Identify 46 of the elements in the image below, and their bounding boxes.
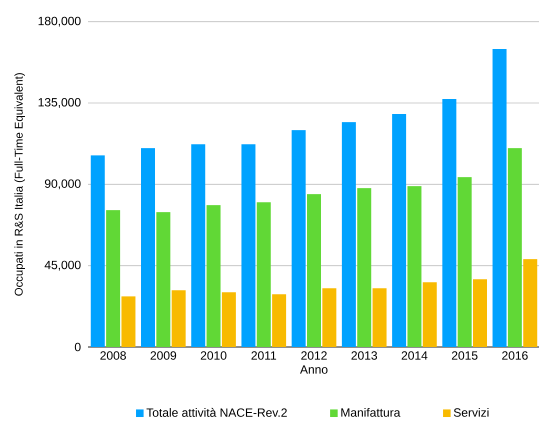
y-tick-label: 180,000 — [38, 16, 81, 27]
y-tick-label: 135,000 — [38, 98, 81, 108]
bar — [322, 288, 336, 347]
bar — [307, 194, 321, 347]
x-tick-label: 2016 — [502, 351, 528, 360]
y-tick-label: 0 — [74, 342, 81, 352]
legend-label: Manifattura — [341, 408, 400, 417]
bar — [508, 148, 522, 347]
bar — [206, 205, 221, 347]
legend-label: Servizi — [454, 408, 488, 417]
x-tick-label: 2008 — [100, 351, 126, 360]
bar — [492, 48, 507, 347]
bar — [256, 202, 271, 347]
legend-label: Totale attività NACE-Rev.2 — [146, 408, 287, 417]
bar — [121, 296, 136, 347]
bar — [392, 114, 406, 347]
x-axis-title: Anno — [300, 365, 328, 374]
bar — [473, 279, 487, 347]
x-tick-label: 2013 — [351, 351, 378, 360]
x-tick-label: 2011 — [251, 351, 276, 360]
x-tick-label: 2015 — [452, 351, 478, 360]
bar — [442, 99, 456, 347]
bar — [422, 282, 437, 347]
bar — [357, 188, 372, 347]
bar — [292, 130, 306, 347]
bar — [156, 212, 170, 347]
bar — [241, 144, 256, 347]
bar — [222, 292, 236, 347]
x-tick-label: 2010 — [200, 351, 226, 360]
bar — [523, 259, 538, 347]
x-tick-label: 2009 — [150, 351, 176, 360]
y-tick-label: 45,000 — [44, 260, 81, 271]
bar — [191, 144, 206, 347]
y-tick-label: 90,000 — [44, 179, 81, 190]
bar — [272, 294, 286, 347]
bar — [458, 177, 472, 347]
bar — [90, 155, 105, 347]
x-tick-label: 2014 — [402, 351, 428, 360]
bar — [141, 148, 156, 347]
bar — [372, 288, 387, 347]
x-tick-label: 2012 — [301, 351, 327, 360]
bar — [407, 186, 422, 347]
y-axis-title: Occupati in R&S Italia (Full-Time Equivalent) — [14, 73, 25, 296]
bar — [172, 290, 186, 347]
bar — [342, 122, 356, 347]
bar — [106, 210, 120, 347]
